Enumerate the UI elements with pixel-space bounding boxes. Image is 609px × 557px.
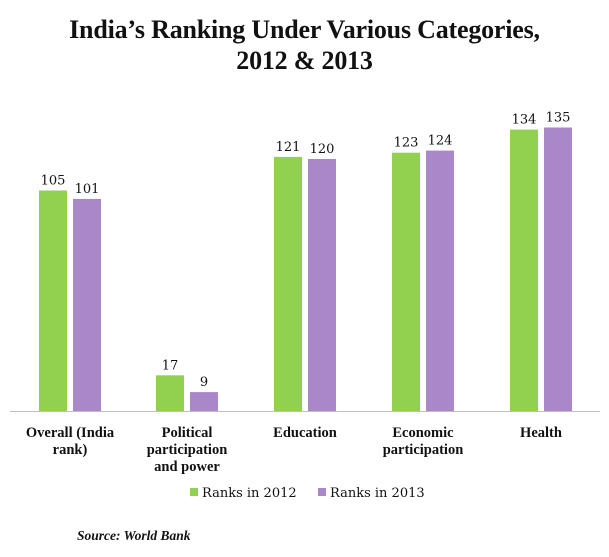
data-label: 9: [200, 375, 208, 390]
chart-title-line-1: India’s Ranking Under Various Categories…: [69, 15, 540, 44]
legend-label: Ranks in 2013: [330, 486, 425, 501]
legend-label: Ranks in 2012: [202, 486, 297, 501]
data-label: 124: [428, 134, 453, 149]
data-label: 105: [41, 174, 66, 189]
bar-a-1: [156, 375, 184, 411]
category-label: Political participation and power: [147, 425, 228, 475]
bar-a-0: [39, 190, 67, 411]
data-label: 121: [276, 140, 301, 155]
source-note: Source: World Bank: [77, 528, 191, 543]
bar-a-2: [274, 156, 302, 411]
category-label: Health: [520, 425, 562, 441]
data-label: 17: [162, 358, 179, 373]
bar-b-0: [73, 198, 101, 411]
bar-b-1: [190, 392, 218, 411]
legend-swatch: [318, 488, 326, 496]
bar-a-4: [510, 129, 538, 411]
bar-b-4: [544, 127, 572, 411]
legend-swatch: [190, 488, 198, 496]
chart-title: India’s Ranking Under Various Categories…: [0, 14, 609, 76]
bar-b-3: [426, 150, 454, 411]
bar-a-3: [392, 152, 420, 411]
category-labels: Overall (India rank) Political participatio…: [26, 425, 562, 475]
legend: Ranks in 2012 Ranks in 2013: [190, 486, 425, 501]
data-label: 101: [75, 182, 100, 197]
data-label: 134: [512, 113, 537, 128]
data-label: 135: [546, 111, 571, 126]
category-label: Education: [273, 425, 337, 441]
bar-b-2: [308, 159, 336, 411]
data-label: 120: [310, 142, 335, 157]
category-label: Economic participation: [383, 425, 464, 458]
category-label: Overall (India rank): [26, 425, 115, 458]
chart-title-line-2: 2012 & 2013: [236, 46, 373, 75]
data-label: 123: [394, 136, 419, 151]
bar-group: 105 101 17 9 121 120 123 124 134 135: [39, 111, 572, 411]
